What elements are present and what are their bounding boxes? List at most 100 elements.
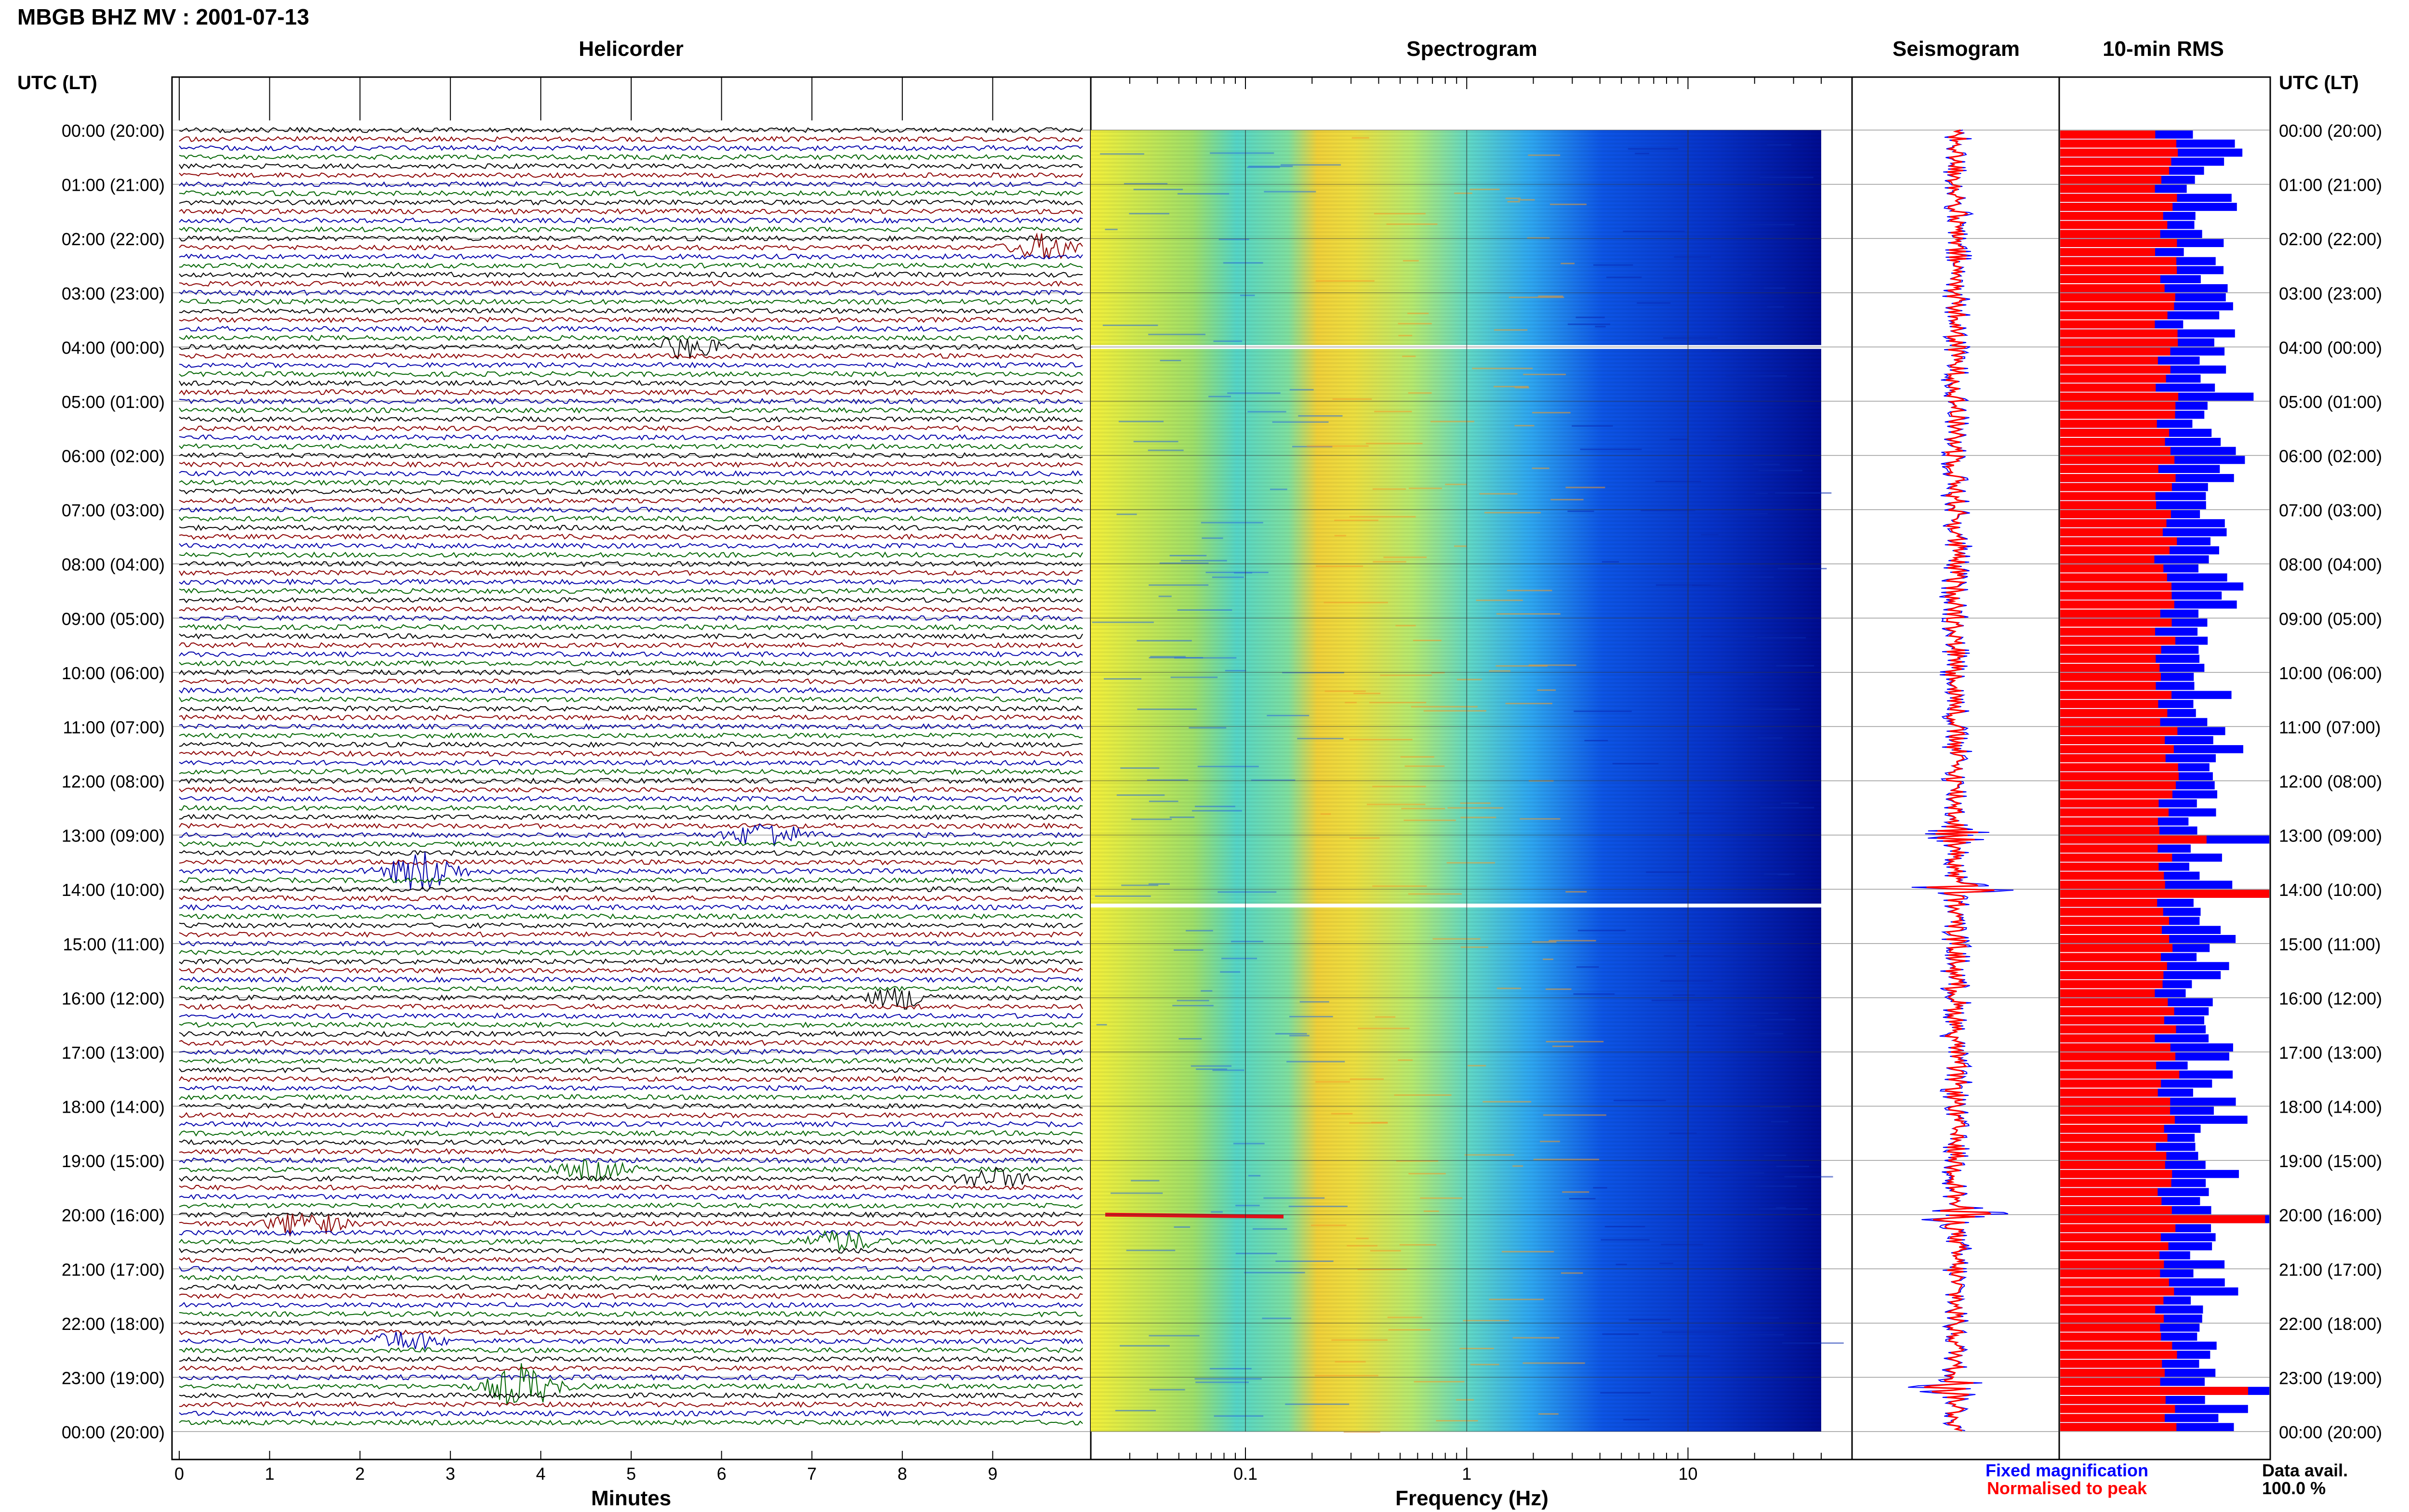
time-label-left: 14:00 (10:00)	[62, 880, 165, 900]
spectrogram-speckle	[1369, 702, 1427, 704]
rms-normalised-bar	[2060, 1332, 2161, 1341]
rms-normalised-bar	[2060, 618, 2172, 627]
rms-normalised-bar	[2060, 338, 2178, 347]
helicorder-trace	[179, 1184, 1083, 1191]
spectrogram-speckle	[1760, 807, 1814, 809]
rms-normalised-bar	[2060, 600, 2174, 609]
helicorder-x-tick-label: 9	[988, 1464, 997, 1484]
rms-normalised-bar	[2060, 1414, 2165, 1422]
spectrogram-speckle	[1672, 994, 1695, 996]
spectrogram-speckle	[1233, 1143, 1265, 1144]
spectrogram-speckle	[1593, 264, 1633, 266]
spectrogram-speckle	[1565, 891, 1587, 893]
spectrogram-speckle	[1150, 656, 1186, 657]
rms-normalised-bar	[2060, 1070, 2180, 1079]
rms-normalised-bar	[2060, 410, 2175, 419]
spectrogram-speckle	[1523, 373, 1566, 375]
helicorder-trace	[179, 750, 1083, 757]
helicorder-trace	[179, 1331, 1083, 1351]
rms-normalised-bar	[2060, 510, 2171, 518]
rms-normalised-bar	[2060, 628, 2155, 636]
helicorder-x-tick-label: 6	[717, 1464, 727, 1484]
spectrogram-speckle	[1561, 263, 1575, 264]
helicorder-trace	[179, 542, 1083, 549]
spectrogram-speckle	[1615, 1263, 1627, 1265]
spectrogram-speckle	[1395, 625, 1416, 627]
spectrogram-speckle	[1331, 1339, 1388, 1341]
time-label-left: 00:00 (20:00)	[62, 1422, 165, 1442]
spectrogram-speckle	[1646, 871, 1691, 873]
rms-normalised-bar	[2060, 953, 2161, 961]
time-label-right: 20:00 (16:00)	[2279, 1206, 2382, 1225]
spectrogram-speckle	[1549, 940, 1596, 942]
spectrogram-speckle	[1210, 152, 1274, 154]
spectrogram-speckle	[1550, 203, 1587, 205]
spectrogram-speckle	[1602, 561, 1619, 563]
spectrogram-speckle	[1505, 197, 1521, 199]
spectrogram-speckle	[1267, 715, 1310, 717]
spectrogram-speckle	[1129, 213, 1170, 215]
spectrogram-speckle	[1595, 326, 1606, 328]
spectrogram-speckle	[1314, 1375, 1378, 1377]
helicorder-trace	[179, 922, 1083, 929]
helicorder-x-tick-label: 2	[355, 1464, 365, 1484]
helicorder-trace	[179, 1328, 1083, 1336]
spectrogram-speckle	[1413, 640, 1442, 642]
spectrogram-speckle	[1514, 387, 1529, 389]
spectrogram-speckle	[1757, 737, 1783, 739]
spectrogram-speckle	[1543, 1114, 1606, 1116]
spectrogram-speckle	[1201, 522, 1263, 524]
rms-normalised-bar	[2060, 501, 2157, 510]
rms-normalised-bar	[2060, 1052, 2176, 1061]
spectrogram-data-gap	[1091, 903, 1821, 907]
rms-normalised-bar	[2060, 917, 2170, 925]
helicorder-trace	[179, 1247, 1083, 1254]
time-label-left: 17:00 (13:00)	[62, 1043, 165, 1063]
helicorder-trace	[179, 533, 1083, 540]
spectrogram-speckle	[1550, 499, 1584, 500]
rms-normalised-bar	[2060, 275, 2160, 283]
spectrogram-speckle	[1459, 1347, 1494, 1349]
time-label-left: 02:00 (22:00)	[62, 229, 165, 249]
helicorder-x-tick-label: 7	[807, 1464, 817, 1484]
rms-normalised-bar	[2060, 483, 2172, 491]
spectrogram-speckle	[1738, 224, 1795, 225]
spectrogram-speckle	[1100, 153, 1144, 155]
spectrogram-speckle	[1507, 590, 1552, 592]
spectrogram-speckle	[1408, 392, 1432, 394]
time-label-right: 21:00 (17:00)	[2279, 1260, 2382, 1279]
helicorder-trace	[179, 389, 1083, 396]
time-label-right: 08:00 (04:00)	[2279, 555, 2382, 575]
time-label-right: 07:00 (03:00)	[2279, 500, 2382, 520]
spectrogram-speckle	[1180, 560, 1227, 562]
helicorder-trace	[179, 1356, 1083, 1363]
rms-normalised-bar	[2060, 799, 2159, 808]
helicorder-trace	[179, 1093, 1083, 1101]
time-label-right: 22:00 (18:00)	[2279, 1314, 2382, 1334]
spectrogram-speckle	[1562, 1191, 1589, 1193]
helicorder-trace	[179, 588, 1083, 594]
helicorder-trace	[179, 235, 1083, 242]
helicorder-trace	[179, 852, 1083, 890]
rms-normalised-bar	[2060, 926, 2162, 934]
rms-normalised-bar	[2060, 1197, 2162, 1205]
spectrogram-speckle	[1496, 613, 1561, 615]
spectrogram-speckle	[1776, 1166, 1809, 1168]
rms-normalised-bar	[2060, 862, 2159, 871]
spectrogram-speckle	[1095, 895, 1151, 897]
spectrogram-speckle	[1310, 1224, 1347, 1226]
helicorder-trace	[179, 768, 1083, 776]
spectrogram-speckle	[1148, 883, 1170, 885]
spectrogram-speckle	[1286, 1061, 1345, 1063]
spectrogram-speckle	[1602, 1333, 1639, 1335]
spectrogram-speckle	[1280, 164, 1341, 166]
helicorder-title: Helicorder	[579, 37, 684, 61]
spectrogram-speckle	[1366, 803, 1426, 805]
spectrogram-speckle	[1408, 893, 1462, 895]
time-label-left: 08:00 (04:00)	[62, 555, 165, 575]
spectrogram-speckle	[1227, 392, 1281, 394]
rms-normalised-bar	[2060, 184, 2155, 193]
spectrogram-speckle	[1244, 1272, 1305, 1274]
spectrogram-speckle	[1775, 1207, 1786, 1209]
